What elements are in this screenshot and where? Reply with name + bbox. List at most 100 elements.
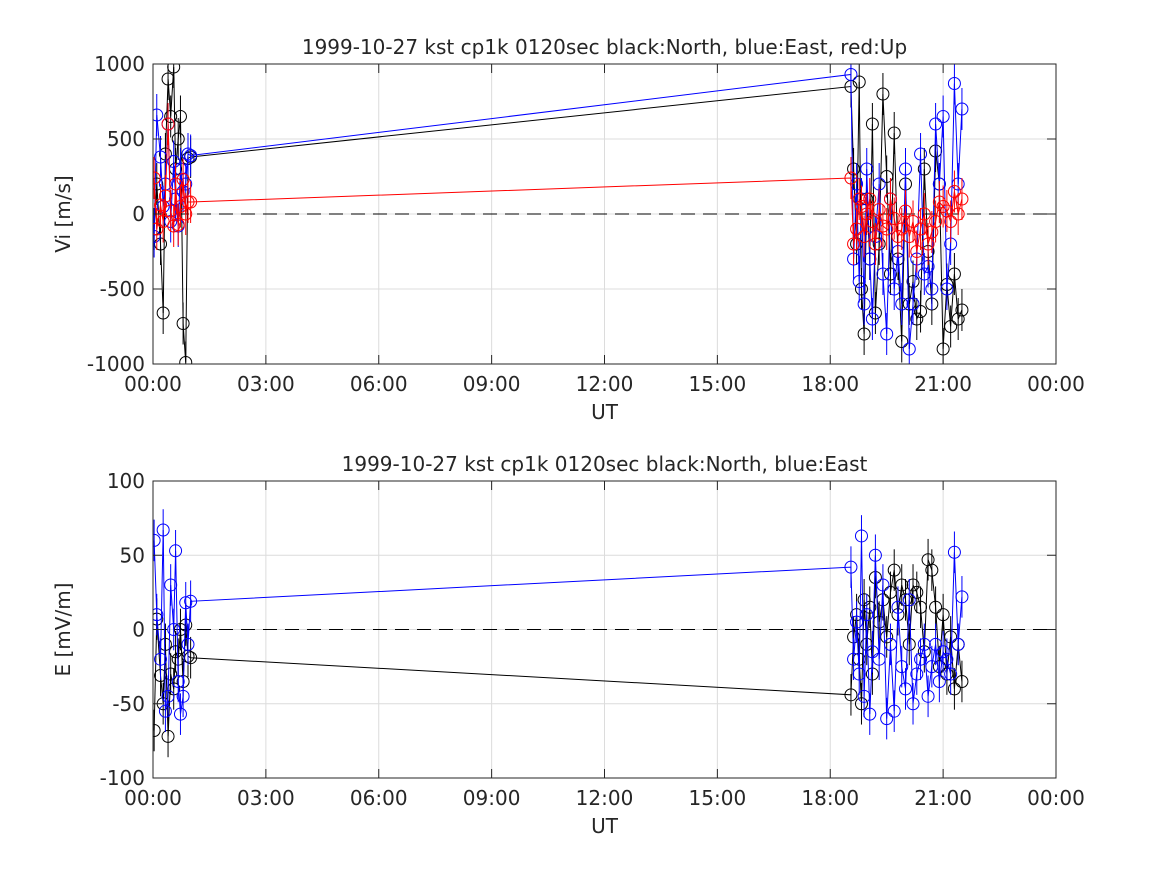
data-point [868, 306, 882, 320]
data-point [161, 729, 175, 743]
data-point [164, 110, 178, 123]
data-point [951, 177, 965, 191]
data-point [863, 192, 877, 206]
data-point [944, 215, 958, 228]
data-point [169, 177, 183, 191]
data-point [887, 704, 901, 718]
data-point [179, 356, 193, 364]
data-point [865, 117, 879, 131]
y-tick-label: 500 [107, 127, 145, 151]
data-point [154, 652, 168, 666]
data-point [153, 230, 161, 243]
data-point [917, 162, 931, 176]
series-east [153, 509, 969, 740]
data-point [161, 117, 175, 131]
data-point [844, 688, 858, 702]
data-point [936, 110, 950, 123]
data-point [891, 230, 905, 243]
data-point [887, 563, 901, 577]
data-point [917, 207, 931, 221]
data-point [852, 275, 866, 288]
x-tick-label: 15:00 [689, 786, 747, 810]
data-point [880, 712, 894, 726]
data-point [902, 637, 916, 651]
data-point [902, 342, 916, 356]
x-tick-label: 00:00 [1027, 786, 1085, 810]
data-point [899, 162, 912, 176]
data-point [880, 222, 894, 236]
x-tick-label: 09:00 [463, 372, 521, 396]
data-point [947, 77, 961, 90]
data-point [158, 189, 172, 203]
data-point [917, 637, 931, 651]
data-point [854, 529, 868, 543]
data-point [944, 320, 958, 333]
data-point [914, 305, 928, 318]
data-point [844, 171, 858, 185]
data-point [895, 660, 909, 674]
data-point [914, 147, 928, 161]
data-point [947, 185, 961, 198]
data-point [876, 219, 890, 233]
data-point [167, 623, 181, 636]
data-point [955, 102, 969, 116]
data-point [171, 132, 185, 146]
y-tick-label: 100 [107, 469, 145, 493]
data-point [906, 297, 920, 311]
y-tick-label: 0 [132, 202, 145, 226]
data-point [944, 667, 958, 681]
data-point [863, 600, 877, 614]
data-point [906, 215, 920, 228]
data-point [951, 637, 965, 651]
data-point [857, 297, 871, 311]
data-point [947, 545, 961, 559]
x-tick-label: 00:00 [124, 786, 182, 810]
data-point [860, 162, 874, 176]
x-tick-label: 03:00 [237, 372, 295, 396]
data-point [925, 563, 939, 577]
data-point [906, 697, 920, 711]
data-point [887, 282, 901, 296]
data-point [850, 222, 864, 236]
data-point [910, 667, 924, 681]
data-point [179, 596, 193, 610]
x-tick-label: 18:00 [801, 372, 859, 396]
chart-title: 1999-10-27 kst cp1k 0120sec black:North,… [302, 35, 907, 59]
data-point [184, 149, 198, 162]
data-point [865, 645, 879, 659]
data-point [944, 630, 958, 644]
data-point [158, 704, 172, 718]
data-point [929, 637, 943, 651]
data-point [902, 297, 916, 311]
x-tick-label: 12:00 [576, 786, 634, 810]
data-point [171, 674, 185, 688]
data-point [852, 75, 866, 89]
data-point [880, 170, 894, 183]
data-point [854, 697, 868, 711]
data-point [872, 652, 886, 666]
data-point [176, 689, 190, 703]
data-point [181, 195, 195, 209]
data-point [854, 200, 868, 213]
data-point [153, 723, 161, 737]
data-point [932, 674, 946, 688]
y-tick-label: 1000 [94, 52, 145, 76]
data-point [153, 177, 164, 191]
x-tick-label: 00:00 [1027, 372, 1085, 396]
data-point [955, 192, 969, 206]
data-point [917, 267, 931, 281]
data-point [910, 312, 924, 326]
data-point [951, 312, 965, 326]
data-point [860, 608, 874, 622]
data-point [167, 155, 181, 168]
data-point [173, 110, 187, 123]
velocity-panel: 00:00 03:00 06:00 09:00 12:00 15:00 18:00 21:00… [51, 35, 1085, 424]
data-point [925, 282, 939, 296]
data-point [153, 171, 161, 185]
data-point [857, 327, 871, 341]
x-axis-label: UT [591, 814, 619, 838]
data-point [921, 689, 935, 703]
data-point [850, 615, 864, 629]
y-axis-label: Vi [m/s] [51, 175, 75, 252]
